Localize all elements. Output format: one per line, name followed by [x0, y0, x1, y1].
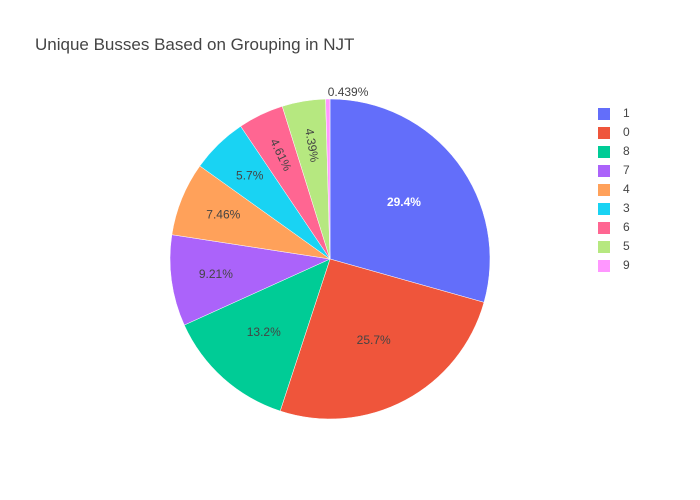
legend-item-4[interactable]: 4: [598, 182, 630, 196]
slice-label-9: 0.439%: [328, 85, 369, 99]
slice-label-8: 13.2%: [247, 325, 281, 339]
legend-swatch-0: [598, 127, 610, 139]
pie-slice-7[interactable]: [169, 234, 331, 326]
legend-label-0: 0: [623, 125, 630, 139]
pie-slice-1[interactable]: [329, 98, 491, 303]
legend-swatch-8: [598, 146, 610, 158]
slice-label-5: 4.39%: [302, 127, 321, 163]
slice-label-3: 5.7%: [236, 169, 264, 183]
legend-label-7: 7: [623, 163, 630, 177]
legend-label-9: 9: [623, 258, 630, 272]
pie-slice-0[interactable]: [279, 258, 485, 420]
legend-label-8: 8: [623, 144, 630, 158]
pie-slice-labels: 29.4%25.7%13.2%9.21%7.46%5.7%4.61% 4.39%0…: [199, 85, 421, 347]
slice-label-1: 29.4%: [387, 195, 421, 209]
slice-label-4: 7.46%: [206, 208, 240, 222]
legend-item-0[interactable]: 0: [598, 125, 630, 139]
legend-label-4: 4: [623, 182, 630, 196]
pie-slice-8[interactable]: [183, 258, 331, 412]
legend-swatch-3: [598, 203, 610, 215]
legend-label-6: 6: [623, 220, 630, 234]
pie-slice-9[interactable]: [325, 98, 331, 260]
pie-slices: [169, 98, 491, 420]
chart-title: Unique Busses Based on Grouping in NJT: [35, 35, 354, 54]
legend-label-1: 1: [623, 106, 630, 120]
legend-swatch-4: [598, 184, 610, 196]
slice-label-7: 9.21%: [199, 267, 233, 281]
legend-swatch-5: [598, 241, 610, 253]
slice-label-0: 25.7%: [357, 333, 391, 347]
legend-item-6[interactable]: 6: [598, 220, 630, 234]
legend-swatch-9: [598, 260, 610, 272]
legend-swatch-1: [598, 108, 610, 120]
legend: 1 0 8 7 4 3 6 5 9: [598, 106, 630, 272]
legend-item-9[interactable]: 9: [598, 258, 630, 272]
legend-label-5: 5: [623, 239, 630, 253]
legend-item-1[interactable]: 1: [598, 106, 630, 120]
legend-item-7[interactable]: 7: [598, 163, 630, 177]
legend-item-8[interactable]: 8: [598, 144, 630, 158]
legend-label-3: 3: [623, 201, 630, 215]
legend-item-3[interactable]: 3: [598, 201, 630, 215]
legend-item-5[interactable]: 5: [598, 239, 630, 253]
legend-swatch-6: [598, 222, 610, 234]
legend-swatch-7: [598, 165, 610, 177]
